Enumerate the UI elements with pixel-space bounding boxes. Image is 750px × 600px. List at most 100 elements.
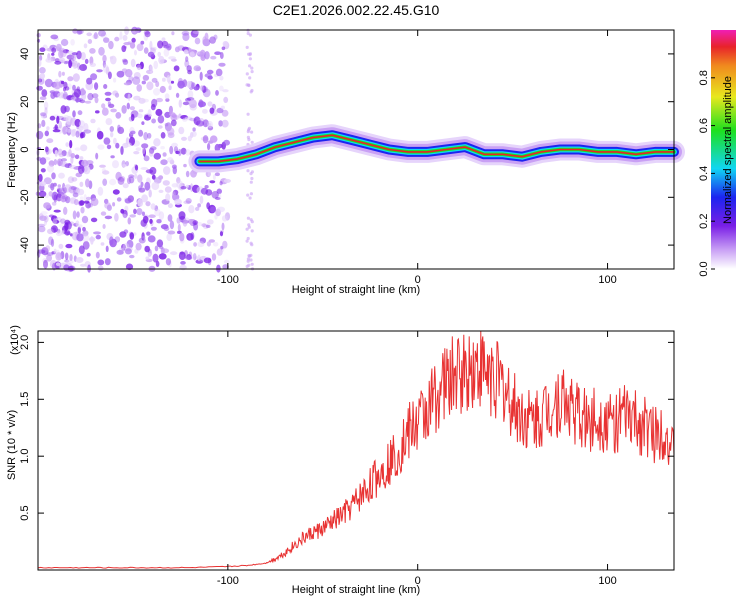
colorbar-tick-label: 0.0 <box>698 261 710 276</box>
spectrogram-noise-field <box>35 26 255 273</box>
spectrogram-noise-dot <box>67 76 74 82</box>
spectrogram-noise-dot <box>152 253 159 263</box>
spectrogram-noise-dot <box>156 219 162 224</box>
spectrogram-noise-dot <box>44 78 53 88</box>
spectrogram-noise-dot <box>125 137 130 145</box>
spectrogram-noise-dot <box>90 197 99 207</box>
spectrogram-noise-dot <box>248 64 252 68</box>
spectrogram-noise-dot <box>122 34 128 41</box>
spectrogram-noise-dot <box>145 256 150 261</box>
spectrogram-noise-dot <box>52 219 60 224</box>
spectrogram-noise-dot <box>248 33 252 37</box>
spectrogram-noise-dot <box>156 239 164 248</box>
spectrogram-noise-dot <box>137 174 143 183</box>
spectrogram-noise-dot <box>97 265 104 271</box>
spectrogram-noise-dot <box>105 66 110 75</box>
spectrogram-noise-dot <box>127 93 131 102</box>
spectrogram-noise-dot <box>151 77 158 83</box>
spectrogram-noise-dot <box>48 191 53 197</box>
spectrogram-noise-dot <box>182 101 190 106</box>
spectrogram-noise-dot <box>140 167 149 170</box>
spectrogram-noise-dot <box>129 232 135 240</box>
spectrogram-noise-dot <box>123 82 132 86</box>
spectrogram-noise-dot <box>192 30 200 35</box>
spectrogram-noise-dot <box>69 140 73 149</box>
spectrogram-noise-dot <box>129 254 135 259</box>
spectrogram-noise-dot <box>40 211 48 216</box>
spectrogram-noise-dot <box>221 109 229 117</box>
spectrogram-noise-dot <box>68 149 72 157</box>
spectrogram-noise-dot <box>100 32 107 39</box>
spectrogram-noise-dot <box>165 193 171 202</box>
spectrogram-noise-dot <box>60 105 67 114</box>
colorbar-tick-label: 0.2 <box>698 214 710 229</box>
colorbar-tick-label: 0.8 <box>698 70 710 85</box>
spectrogram-noise-dot <box>109 178 117 186</box>
spectrogram-noise-dot <box>247 138 251 142</box>
snr-y-label: SNR (10 * v/v) <box>6 410 18 480</box>
spectrogram-noise-dot <box>165 98 170 102</box>
spectrogram-noise-dot <box>128 116 134 122</box>
spectrogram-noise-dot <box>122 164 127 168</box>
spectrogram-noise-dot <box>216 188 222 195</box>
spectrogram-noise-dot <box>197 203 202 208</box>
spectrogram-noise-dot <box>110 155 115 159</box>
spectrogram-noise-dot <box>39 47 46 52</box>
spectrogram-noise-dot <box>159 245 164 250</box>
spectrogram-noise-dot <box>223 139 231 146</box>
spectrogram-noise-dot <box>98 30 106 37</box>
spectrogram-noise-dot <box>116 249 124 255</box>
spectrogram-xtick-label: 100 <box>598 274 616 286</box>
spectrogram-noise-dot <box>133 173 138 179</box>
spectrogram-noise-dot <box>105 118 113 126</box>
spectrogram-noise-dot <box>80 206 85 214</box>
spectrogram-noise-dot <box>39 67 46 74</box>
spectrogram-noise-dot <box>59 49 67 58</box>
spectrogram-noise-dot <box>160 146 165 150</box>
spectrogram-noise-dot <box>204 51 210 60</box>
spectrogram-noise-dot <box>39 157 47 165</box>
spectrogram-noise-dot <box>192 220 199 226</box>
spectrogram-noise-dot <box>63 91 68 100</box>
spectrogram-noise-dot <box>199 195 204 204</box>
spectrogram-noise-dot <box>48 160 55 167</box>
spectrogram-noise-dot <box>103 37 110 43</box>
spectrogram-noise-dot <box>218 62 226 67</box>
spectrogram-noise-dot <box>87 92 94 101</box>
spectrogram-noise-dot <box>66 95 73 101</box>
spectrogram-noise-dot <box>125 263 134 271</box>
spectrogram-noise-dot <box>155 97 163 103</box>
spectrogram-noise-dot <box>46 138 54 144</box>
spectrogram-noise-dot <box>89 62 97 67</box>
spectrogram-noise-dot <box>48 184 55 189</box>
spectrogram-noise-dot <box>123 142 132 148</box>
spectrogram-noise-dot <box>181 30 190 36</box>
snr-x-ticks: -100 0 100 <box>217 331 617 587</box>
spectrogram-noise-dot <box>73 88 81 98</box>
spectrogram-noise-dot <box>247 225 251 229</box>
spectrogram-noise-dot <box>167 203 173 209</box>
spectrogram-noise-dot <box>177 230 182 234</box>
spectrogram-noise-dot <box>246 259 250 263</box>
spectrogram-noise-dot <box>157 40 164 49</box>
spectrogram-noise-dot <box>46 252 54 256</box>
spectrogram-noise-dot <box>202 119 209 128</box>
spectrogram-noise-dot <box>56 187 63 190</box>
spectrogram-noise-dot <box>220 105 225 110</box>
spectrogram-noise-dot <box>93 231 101 235</box>
spectrogram-noise-dot <box>97 144 105 150</box>
spectrogram-noise-dot <box>222 89 229 93</box>
spectrogram-noise-dot <box>197 241 205 248</box>
spectrogram-noise-dot <box>193 116 201 126</box>
spectrogram-noise-dot <box>65 128 73 133</box>
spectrogram-noise-dot <box>138 185 142 191</box>
spectrogram-noise-dot <box>167 127 175 136</box>
spectrogram-noise-dot <box>183 200 191 205</box>
spectrogram-noise-dot <box>182 32 190 42</box>
spectrogram-noise-dot <box>214 73 219 78</box>
spectrogram-noise-dot <box>56 115 60 124</box>
spectrogram-noise-dot <box>141 80 146 85</box>
spectrogram-noise-dot <box>180 186 187 190</box>
spectrogram-noise-dot <box>215 197 221 200</box>
snr-ytick-label: 1.0 <box>19 449 31 464</box>
